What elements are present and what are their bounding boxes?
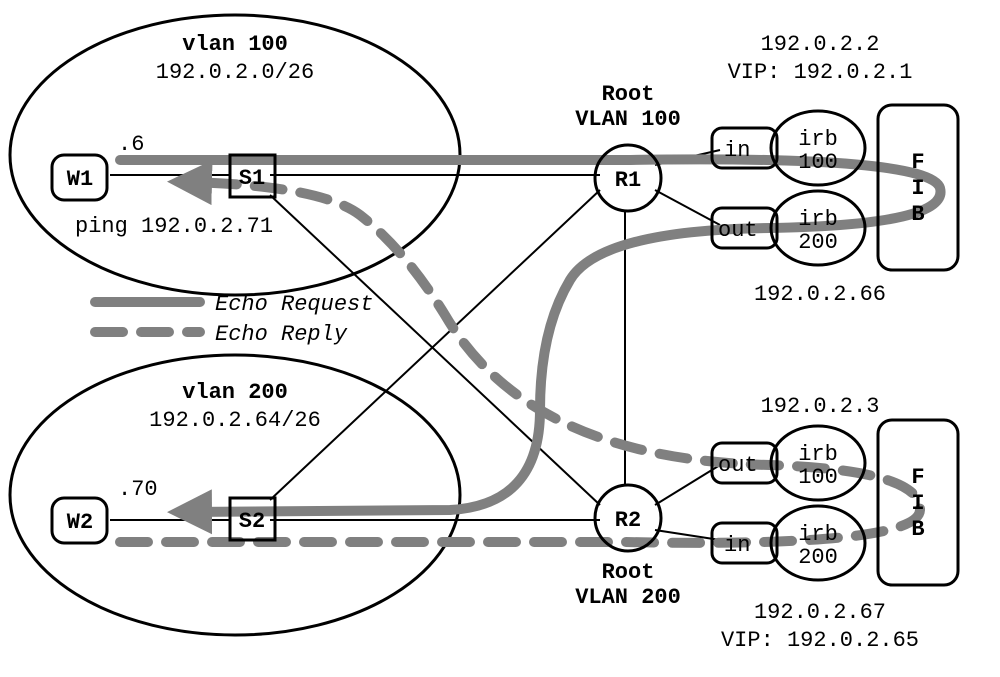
vlan200-title: vlan 200: [182, 380, 288, 405]
router-r1-label: R1: [615, 168, 641, 193]
host-w1-label: W1: [67, 167, 93, 192]
r2-irb100-b: 100: [798, 465, 838, 490]
r1-out-label: out: [718, 218, 758, 243]
r1-in-label: in: [724, 138, 750, 163]
link-s1-r2: [270, 195, 600, 505]
r1-fib-f: F: [911, 150, 924, 175]
r1-ip-out: 192.0.2.66: [754, 282, 886, 307]
r1-root-1: Root: [602, 82, 655, 107]
link-r1-out: [655, 190, 720, 225]
host-w2-ip: .70: [118, 477, 158, 502]
r1-fib-i: I: [911, 176, 924, 201]
r2-vip: VIP: 192.0.2.65: [721, 628, 919, 653]
r2-in-label: in: [724, 533, 750, 558]
host-w1-ip: .6: [118, 132, 144, 157]
router-r2-label: R2: [615, 508, 641, 533]
legend-rep-label: Echo Reply: [215, 322, 348, 347]
r1-ip: 192.0.2.2: [761, 32, 880, 57]
r2-out-label: out: [718, 453, 758, 478]
switch-s2-label: S2: [239, 509, 265, 534]
r1-irb100-a: irb: [798, 127, 838, 152]
r2-ip-out: 192.0.2.67: [754, 600, 886, 625]
r2-root-1: Root: [602, 560, 655, 585]
r2-irb100-a: irb: [798, 442, 838, 467]
r2-fib-b: B: [911, 517, 924, 542]
r1-irb200-b: 200: [798, 230, 838, 255]
r1-irb200-a: irb: [798, 207, 838, 232]
r2-irb200-b: 200: [798, 545, 838, 570]
host-w2-label: W2: [67, 510, 93, 535]
host-w1-ping: ping 192.0.2.71: [75, 214, 273, 239]
link-r2-out: [655, 465, 720, 505]
r1-fib-b: B: [911, 202, 924, 227]
r2-fib-i: I: [911, 491, 924, 516]
r1-vip: VIP: 192.0.2.1: [728, 60, 913, 85]
r2-root-2: VLAN 200: [575, 585, 681, 610]
legend-req-label: Echo Request: [215, 292, 373, 317]
r2-ip: 192.0.2.3: [761, 394, 880, 419]
vlan100-subnet: 192.0.2.0/26: [156, 60, 314, 85]
r1-irb100-b: 100: [798, 150, 838, 175]
switch-s1-label: S1: [239, 166, 265, 191]
r2-fib-f: F: [911, 465, 924, 490]
vlan100-title: vlan 100: [182, 32, 288, 57]
r1-root-2: VLAN 100: [575, 107, 681, 132]
r2-irb200-a: irb: [798, 522, 838, 547]
vlan200-subnet: 192.0.2.64/26: [149, 408, 321, 433]
